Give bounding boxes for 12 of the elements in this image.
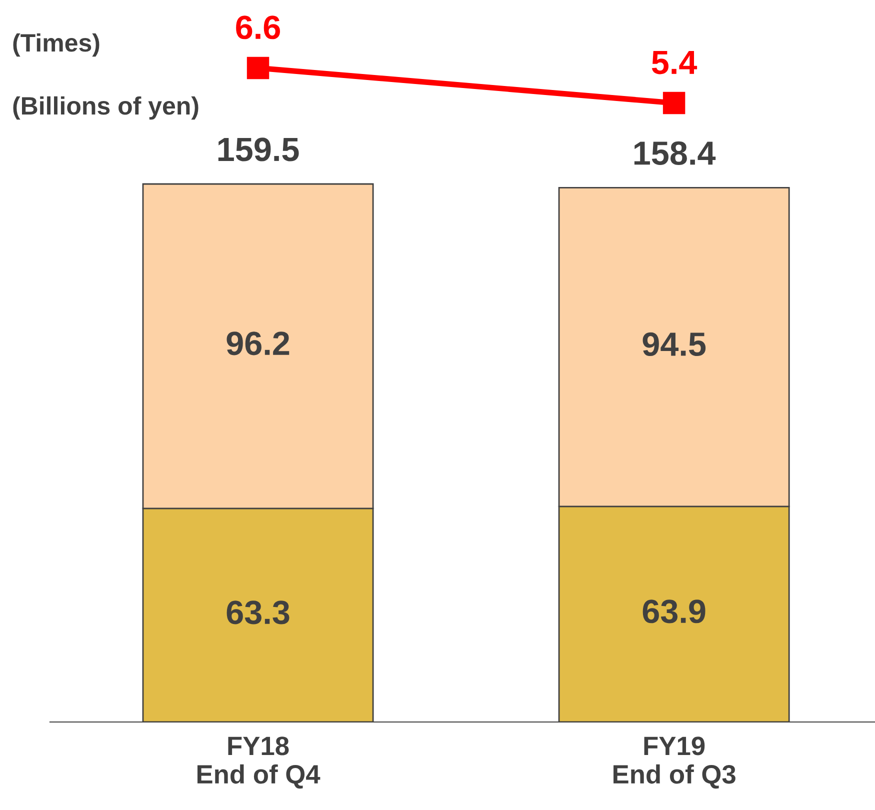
y-axis-title: (Times) <box>13 33 100 57</box>
total-label: 158.4 <box>634 141 716 165</box>
y-axis-title: (Billions of yen) <box>13 96 198 120</box>
data-label: 63.9 <box>642 600 706 624</box>
x-tick-label: FY18 End of Q4 <box>197 736 320 789</box>
data-label: 5.4 <box>652 50 698 74</box>
data-label: 94.5 <box>642 332 706 356</box>
x-tick-label: FY19 End of Q3 <box>614 736 736 789</box>
data-label: 96.2 <box>226 332 290 356</box>
data-label: 63.3 <box>226 600 290 624</box>
data-label: 6.6 <box>236 16 280 40</box>
total-label: 159.5 <box>218 138 299 162</box>
